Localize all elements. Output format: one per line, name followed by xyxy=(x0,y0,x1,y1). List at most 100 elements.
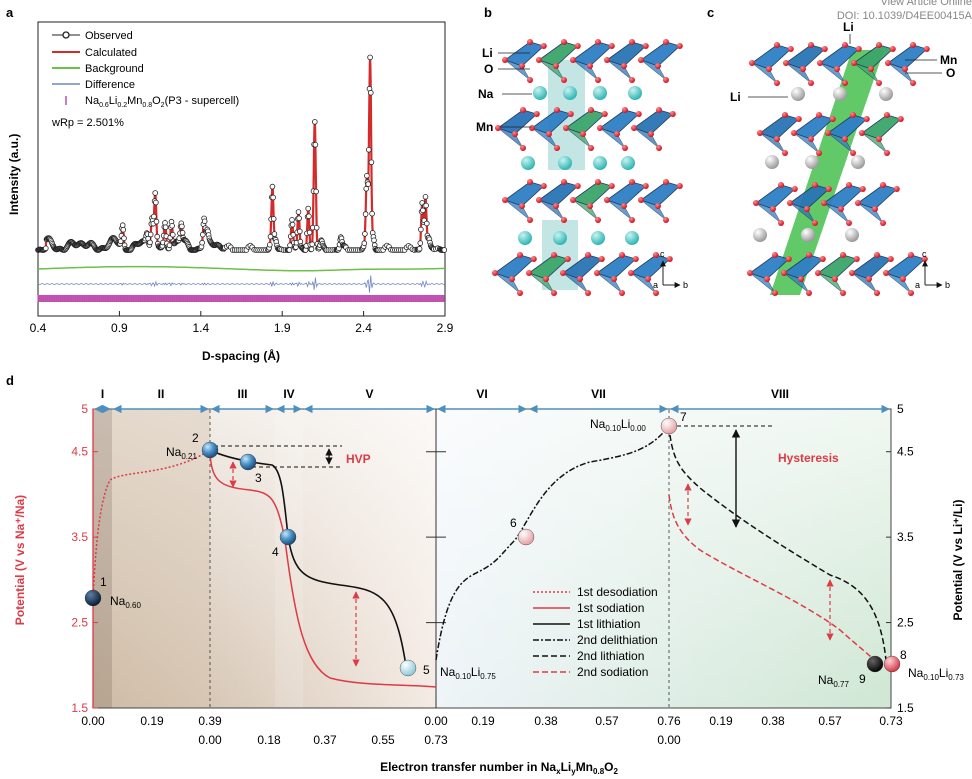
observed-point xyxy=(286,247,293,253)
state-point-number: 2 xyxy=(192,431,199,445)
state-point-marker xyxy=(517,528,535,546)
atom xyxy=(593,86,607,100)
observed-point xyxy=(306,229,313,236)
region-label: III xyxy=(237,387,247,401)
oxygen-atom xyxy=(669,111,676,117)
legend-d-label: 2nd sodiation xyxy=(577,665,648,679)
oxygen-atom xyxy=(782,112,788,118)
octahedron-face xyxy=(817,272,844,294)
observed-point xyxy=(371,237,377,244)
oxygen-atom xyxy=(774,80,780,86)
oxygen-atom xyxy=(536,197,542,203)
oxygen-atom xyxy=(876,136,882,142)
panel-b: b Li O Na Mn c a b xyxy=(476,5,688,296)
oxygen-atom xyxy=(874,290,880,296)
oxygen-atom xyxy=(923,46,930,52)
oxygen-atom xyxy=(570,197,576,203)
oxygen-atom xyxy=(806,290,812,296)
oxygen-atom xyxy=(519,63,525,69)
state-point-marker xyxy=(279,528,297,546)
atom xyxy=(801,228,815,242)
oxygen-atom xyxy=(512,131,518,137)
oxygen-atom xyxy=(849,270,855,276)
oxygen-atom xyxy=(846,220,852,226)
oxygen-atom xyxy=(816,112,822,118)
observed-point xyxy=(305,205,312,212)
doi-text[interactable]: DOI: 10.1039/D4EE00415A xyxy=(836,10,972,22)
atom xyxy=(625,231,639,245)
observed-point xyxy=(313,188,319,195)
observed-point xyxy=(417,240,424,246)
octahedron-face xyxy=(596,272,623,294)
oxygen-atom xyxy=(588,107,594,113)
oxygen-atom xyxy=(655,203,661,209)
oxygen-atom xyxy=(597,125,603,131)
x-tick-label-upper: 0.57 xyxy=(818,714,842,728)
oxygen-atom xyxy=(806,252,812,258)
oxygen-atom xyxy=(594,270,600,276)
y-tick-label-right: 4.5 xyxy=(897,445,914,459)
state-point-number: 9 xyxy=(859,672,866,686)
oxygen-atom xyxy=(540,183,547,189)
octahedron-face xyxy=(857,202,884,224)
atom xyxy=(553,231,567,245)
observed-point xyxy=(169,223,175,229)
curve-2nd-sodiation xyxy=(668,494,878,664)
oxygen-atom xyxy=(770,206,776,212)
state-point-number: 8 xyxy=(900,648,907,662)
oxygen-atom xyxy=(676,183,683,189)
oxygen-atom xyxy=(663,217,669,223)
xrd-plot xyxy=(35,54,448,302)
oxygen-atom xyxy=(900,276,906,282)
observed-point xyxy=(369,210,375,217)
view-article-link[interactable]: View Article Online xyxy=(880,0,972,8)
oxygen-atom xyxy=(560,270,566,276)
oxygen-atom xyxy=(868,66,874,72)
atom xyxy=(753,228,767,242)
state-point-number: 7 xyxy=(680,410,687,424)
curve-1st-sodiation xyxy=(209,449,437,688)
oxygen-atom xyxy=(540,43,547,49)
oxygen-atom xyxy=(832,276,838,282)
octahedron-face xyxy=(497,127,524,149)
wrp-annotation: wRp = 2.501% xyxy=(51,117,124,129)
panel-a: a Intensity (a.u.) D-spacing (Å) 0.4 0.9 1… xyxy=(6,5,454,363)
legend-d-label: 2nd lithiation xyxy=(577,649,644,663)
phase-tick-strip xyxy=(37,295,445,302)
oxygen-atom xyxy=(910,42,916,48)
label-mn-b: Mn xyxy=(476,120,493,134)
region-label: VIII xyxy=(771,387,789,401)
y-tick-label-right: 1.5 xyxy=(897,701,914,715)
label-mn-c: Mn xyxy=(940,53,957,67)
oxygen-atom xyxy=(778,182,784,188)
observed-point xyxy=(416,245,423,252)
oxygen-atom xyxy=(621,63,627,69)
oxygen-atom xyxy=(595,77,601,83)
oxygen-atom xyxy=(598,256,605,262)
observed-point xyxy=(151,213,157,220)
oxygen-atom xyxy=(772,290,778,296)
octahedron-face xyxy=(861,132,888,154)
state-point-composition: Na0.60 xyxy=(110,594,141,610)
oxygen-atom xyxy=(526,270,532,276)
oxygen-atom xyxy=(808,80,814,86)
oxygen-atom xyxy=(855,200,861,206)
x-tick-label-upper: 0.38 xyxy=(534,714,558,728)
octahedron-face xyxy=(504,59,531,81)
label-li-top-c: Li xyxy=(843,20,854,34)
observed-point xyxy=(423,202,429,209)
oxygen-atom xyxy=(902,66,908,72)
observed-point xyxy=(365,181,372,187)
x-tick-label-a: 2.9 xyxy=(437,321,454,335)
oxygen-atom xyxy=(629,217,635,223)
oxygen-atom xyxy=(619,290,625,296)
atom xyxy=(558,156,572,170)
legend-phase: Na0.6Li0.2Mn0.8O2(P3 - supercell) xyxy=(85,95,239,109)
observed-point xyxy=(166,242,173,249)
octahedron-face xyxy=(759,132,786,154)
oxygen-atom xyxy=(554,107,560,113)
oxygen-atom xyxy=(530,256,537,262)
oxygen-atom xyxy=(872,206,878,212)
x-ticks-d: 0.00 0.19 0.39 0.00 0.19 0.38 0.57 0.76 0.19 0.38… xyxy=(81,714,903,747)
